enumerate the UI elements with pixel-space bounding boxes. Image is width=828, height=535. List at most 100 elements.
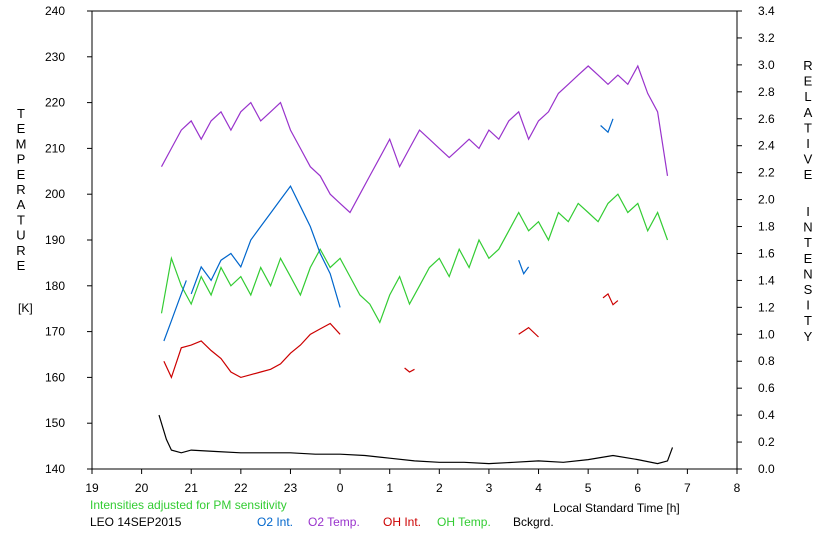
x-tick-label: 4 <box>535 481 542 495</box>
right-tick-label: 1.4 <box>758 273 775 287</box>
right-axis-label-letter: T <box>804 313 812 328</box>
right-tick-label: 3.0 <box>758 58 775 72</box>
right-tick-label: 0.4 <box>758 408 775 422</box>
right-tick-label: 0.2 <box>758 435 775 449</box>
series-line-o2-int <box>163 280 187 342</box>
x-axis: 19 20 21 22 23 0 1 2 3 4 5 6 7 8 <box>85 469 741 495</box>
right-axis-label-letter: S <box>804 282 813 297</box>
x-tick-label: 1 <box>386 481 393 495</box>
series-line-o2-temp <box>160 64 669 214</box>
right-axis-label-letter: I <box>806 204 810 219</box>
left-tick-label: 210 <box>45 141 65 155</box>
legend-entry: O2 Temp. <box>308 515 360 529</box>
x-tick-label: 20 <box>135 481 149 495</box>
right-axis-label-letter: I <box>806 136 810 151</box>
x-tick-label: 19 <box>85 481 99 495</box>
series-group <box>158 64 674 465</box>
series-line-oh-int <box>602 292 619 306</box>
left-tick-label: 200 <box>45 187 65 201</box>
left-tick-label: 190 <box>45 233 65 247</box>
left-tick-label: 220 <box>45 96 65 110</box>
left-axis-unit: [K] <box>18 301 33 315</box>
x-tick-label: 2 <box>436 481 443 495</box>
x-tick-label: 5 <box>585 481 592 495</box>
right-axis-label-letter: L <box>804 89 811 104</box>
left-tick-label: 150 <box>45 416 65 430</box>
x-tick-label: 23 <box>284 481 298 495</box>
right-tick-label: 3.2 <box>758 31 775 45</box>
right-axis-label-letter: R <box>803 58 812 73</box>
right-tick-label: 2.8 <box>758 85 775 99</box>
series-line-o2-int <box>190 184 341 308</box>
x-tick-label: 3 <box>486 481 493 495</box>
right-tick-label: 1.0 <box>758 327 775 341</box>
right-axis-label-letter: T <box>804 235 812 250</box>
right-tick-label: 2.2 <box>758 166 775 180</box>
left-axis-label-letter: E <box>17 121 26 136</box>
left-axis-label-letter: U <box>16 228 25 243</box>
legend: O2 Int. O2 Temp. OH Int. OH Temp. Bckgrd. <box>257 515 554 529</box>
legend-entry: OH Temp. <box>437 515 491 529</box>
left-axis-label-letter: T <box>17 212 25 227</box>
left-axis-label-letter: E <box>17 167 26 182</box>
x-tick-label: 21 <box>185 481 199 495</box>
sensitivity-note: Intensities adjusted for PM sensitivity <box>90 498 287 512</box>
left-tick-label: 180 <box>45 279 65 293</box>
right-tick-label: 1.8 <box>758 220 775 234</box>
right-axis-label-letter: E <box>804 167 813 182</box>
left-tick-label: 240 <box>45 4 65 18</box>
right-tick-label: 0.6 <box>758 381 775 395</box>
right-tick-label: 2.4 <box>758 139 775 153</box>
plot-frame <box>91 10 738 470</box>
legend-entry: O2 Int. <box>257 515 293 529</box>
right-axis-label-letter: A <box>804 105 813 120</box>
series-line-oh-int <box>404 367 415 373</box>
left-tick-label: 160 <box>45 370 65 384</box>
right-axis-label-letter: I <box>806 298 810 313</box>
series-line-o2-int <box>600 118 614 134</box>
left-axis: 140 150 160 170 180 190 200 210 220 230 240 <box>45 4 92 476</box>
right-axis: 0.0 0.2 0.4 0.6 0.8 1.0 1.2 1.4 1.6 1.8 2.0 2.2 2.4 2… <box>737 4 775 476</box>
right-axis-label-letter: E <box>804 251 813 266</box>
series-line-oh-int <box>518 326 539 338</box>
right-tick-label: 1.2 <box>758 300 775 314</box>
right-tick-label: 2.6 <box>758 112 775 126</box>
x-tick-label: 8 <box>734 481 741 495</box>
right-tick-label: 0.8 <box>758 354 775 368</box>
left-axis-label-letter: A <box>17 197 26 212</box>
legend-entry: OH Int. <box>383 515 421 529</box>
right-axis-label-letter: N <box>803 220 812 235</box>
left-axis-label-letter: R <box>16 182 25 197</box>
station-label: LEO 14SEP2015 <box>90 515 182 529</box>
left-axis-label-letter: M <box>16 136 27 151</box>
left-axis-label-letter: E <box>17 258 26 273</box>
left-axis-label-letter: P <box>17 152 26 167</box>
right-tick-label: 1.6 <box>758 246 775 260</box>
left-axis-label-letter: T <box>17 106 25 121</box>
right-axis-label-letter: V <box>804 152 813 167</box>
right-axis-label-letter: Y <box>804 329 813 344</box>
x-tick-label: 0 <box>337 481 344 495</box>
legend-entry: Bckgrd. <box>513 515 554 529</box>
series-line-oh-int <box>163 322 341 380</box>
x-tick-label: 7 <box>684 481 691 495</box>
series-line-o2-int <box>518 259 530 275</box>
right-axis-label-letter: E <box>804 74 813 89</box>
x-axis-label: Local Standard Time [h] <box>553 501 680 515</box>
right-axis-label-letter: T <box>804 120 812 135</box>
left-tick-label: 170 <box>45 325 65 339</box>
right-tick-label: 3.4 <box>758 4 775 18</box>
left-tick-label: 140 <box>45 462 65 476</box>
series-line-bckgrd <box>158 414 674 465</box>
x-tick-label: 22 <box>234 481 248 495</box>
series-line-oh-temp <box>160 193 669 324</box>
right-axis-label-letter: N <box>803 266 812 281</box>
right-tick-label: 0.0 <box>758 462 775 476</box>
left-tick-label: 230 <box>45 50 65 64</box>
left-axis-label-letter: R <box>16 243 25 258</box>
x-tick-label: 6 <box>634 481 641 495</box>
right-tick-label: 2.0 <box>758 193 775 207</box>
